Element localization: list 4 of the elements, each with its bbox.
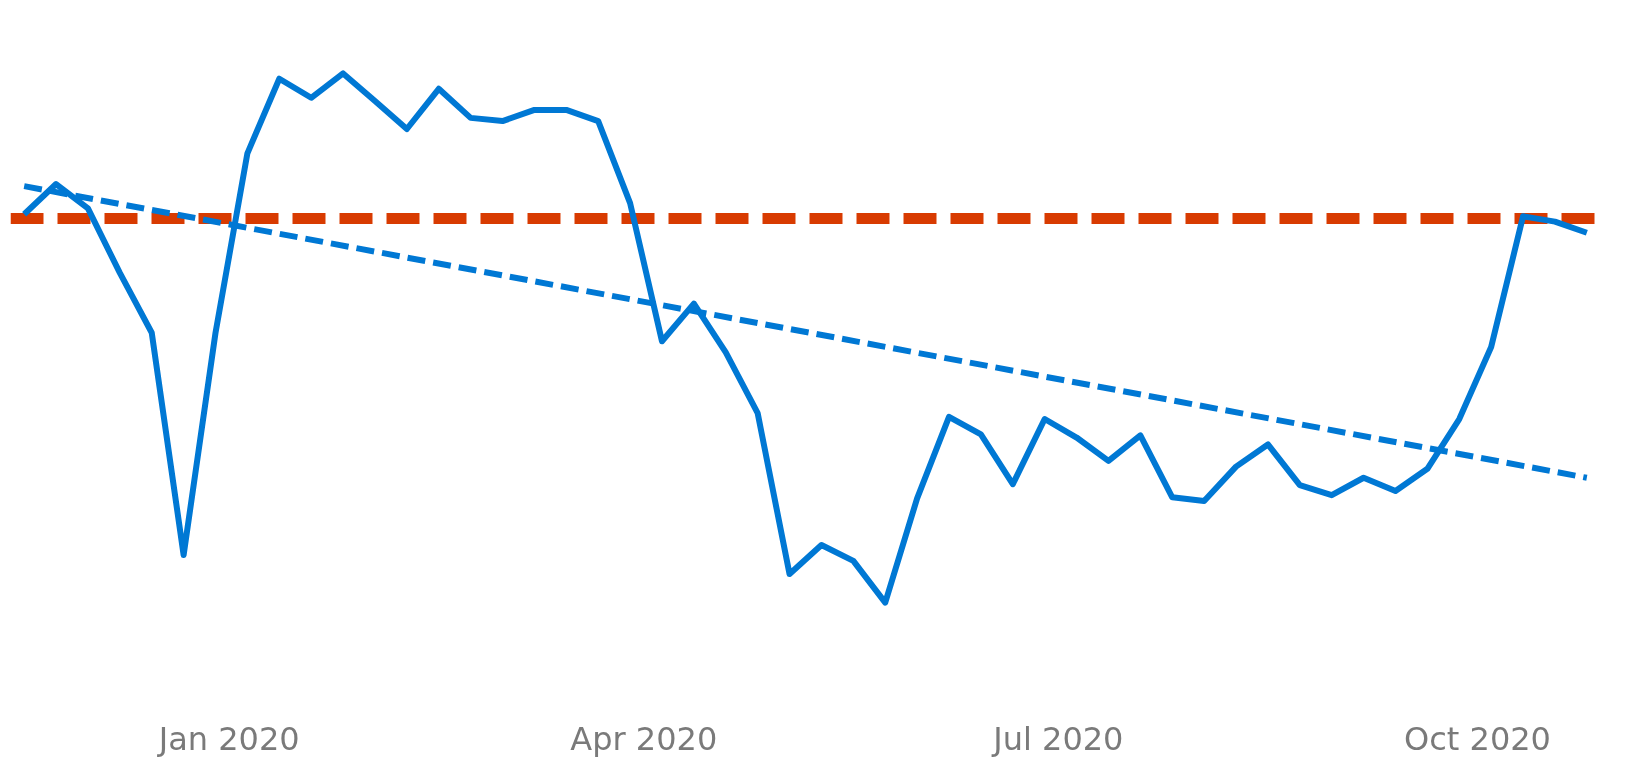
- x-tick-label: Jan 2020: [156, 719, 300, 758]
- x-tick-label: Jul 2020: [991, 719, 1124, 758]
- x-tick-label: Oct 2020: [1404, 719, 1551, 758]
- x-tick-label: Apr 2020: [570, 719, 718, 758]
